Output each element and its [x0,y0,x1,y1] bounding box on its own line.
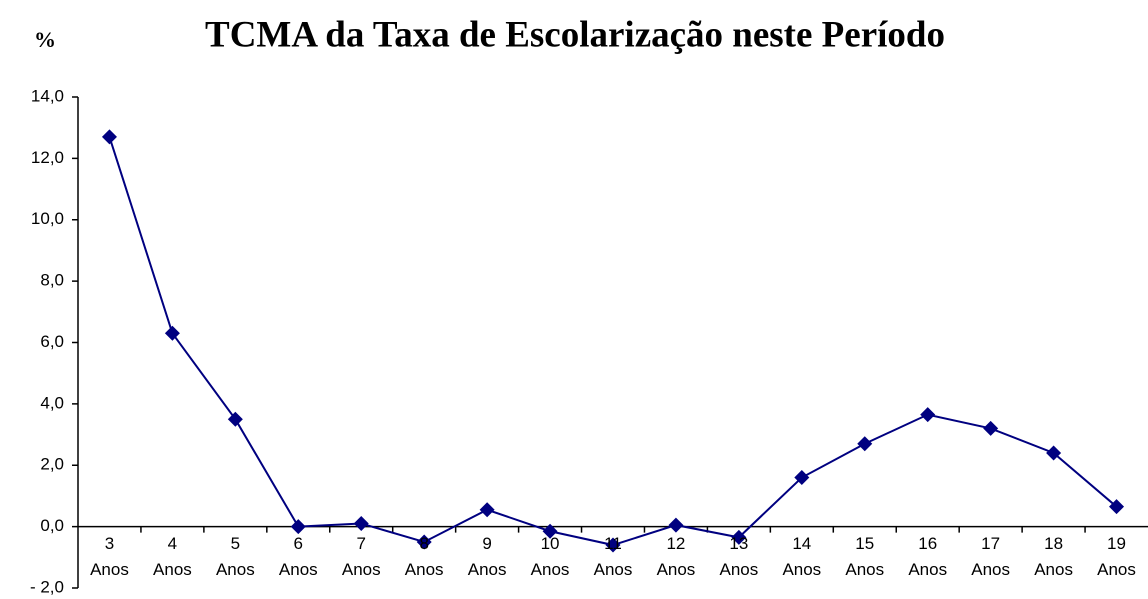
y-tick-label: 12,0 [31,148,64,167]
data-marker [542,523,558,539]
x-tick-label: 6 Anos [278,533,318,579]
x-tick-label: 17 Anos [971,533,1011,579]
data-line [108,136,1118,547]
y-axis-label: % [34,27,56,52]
y-tick-label: 2,0 [40,455,64,474]
y-tick-label: 14,0 [31,86,64,105]
data-marker [920,407,936,423]
y-tick-label: 10,0 [31,209,64,228]
y-tick-label: - 2,0 [30,577,64,596]
y-tick-label: 8,0 [40,271,64,290]
data-marker [794,470,810,486]
y-tick-label: 4,0 [40,393,64,412]
x-tick-label: 5 Anos [215,533,255,579]
x-tick-label: 18 Anos [1034,533,1073,579]
data-marker [983,420,999,436]
x-tick-label: 10 Anos [530,533,570,579]
data-marker [1109,499,1125,515]
data-marker [857,436,873,452]
x-tick-label: 12 Anos [656,533,696,579]
data-marker [290,519,306,535]
y-tick-label: 6,0 [40,332,64,351]
x-tick-label: 4 Anos [153,533,192,579]
y-tick-label: 0,0 [40,516,64,535]
x-tick-label: 8 Anos [404,533,444,579]
data-marker [1046,445,1062,461]
data-marker [605,537,621,553]
x-tick-label: 13 Anos [719,533,759,579]
x-tick-label: 16 Anos [908,533,948,579]
data-marker [416,534,432,550]
x-tick-label: 19 Anos [1097,533,1136,579]
x-tick-label: 9 Anos [467,533,507,579]
data-marker [227,411,243,427]
x-tick-label: 7 Anos [341,533,381,579]
x-tick-label: 15 Anos [845,533,885,579]
data-marker [101,129,117,145]
data-marker [164,325,180,341]
data-marker [353,516,369,532]
x-tick-label: 11 Anos [593,533,633,579]
data-marker [668,517,684,533]
x-tick-label: 3 Anos [90,533,129,579]
chart-title: TCMA da Taxa de Escolarização neste Perí… [205,14,945,55]
data-marker [479,502,495,518]
data-marker [731,529,747,545]
x-tick-label: 14 Anos [782,533,822,579]
